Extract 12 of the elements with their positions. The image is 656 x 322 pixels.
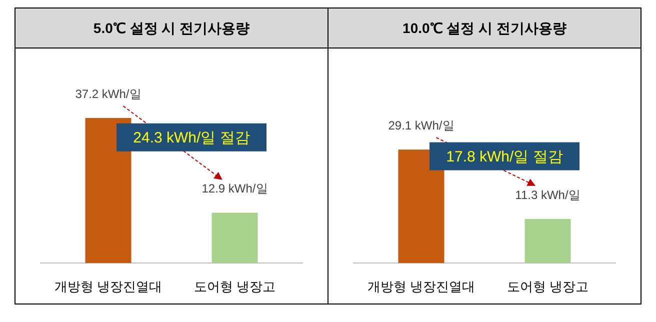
annotation: 24.3 kWh/일 절감 (133, 129, 250, 146)
annotation: 17.8 kWh/일 절감 (446, 148, 563, 166)
data-label: 37.2 kWh/일 (75, 87, 142, 101)
x-tick-label: 도어형 냉장고 (506, 279, 589, 294)
data-label: 12.9 kWh/일 (202, 182, 268, 196)
x-tick-label: 도어형 냉장고 (194, 279, 276, 294)
x-tick-label: 개방형 냉장진열대 (54, 279, 162, 294)
chart-title: 5.0℃ 설정 시 전기사용량 (93, 20, 250, 36)
x-tick-label: 개방형 냉장진열대 (367, 279, 476, 294)
data-label: 29.1 kWh/일 (388, 118, 454, 133)
chart-title: 10.0℃ 설정 시 전기사용량 (402, 20, 566, 36)
data-label: 11.3 kWh/일 (515, 188, 580, 202)
